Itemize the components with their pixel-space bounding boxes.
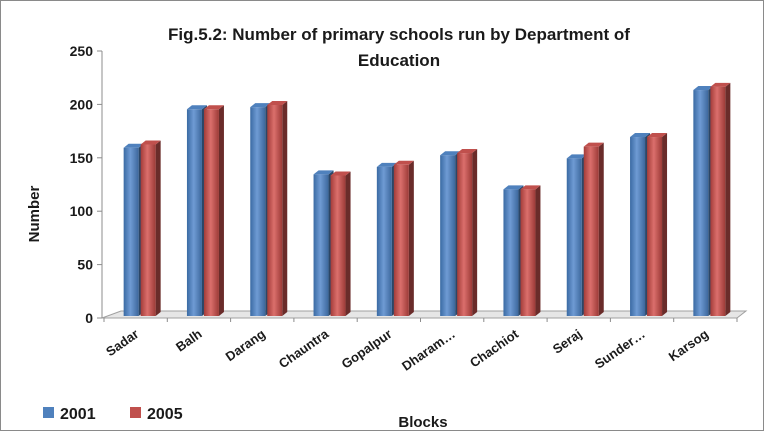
x-category-label: Karsog <box>666 326 711 364</box>
x-category-label: Sunder… <box>592 326 648 371</box>
legend: 2001 2005 <box>43 406 183 423</box>
bar-front <box>140 144 156 316</box>
bar-side <box>218 105 224 316</box>
bar-side <box>598 142 604 316</box>
x-category-label: Balh <box>173 326 205 354</box>
bar-front <box>583 146 599 316</box>
bar-top <box>520 185 541 190</box>
bar-front <box>503 189 519 316</box>
y-tick-label: 150 <box>70 150 94 166</box>
bar-front <box>330 175 346 316</box>
bar-top <box>267 100 288 105</box>
bar-front <box>267 104 283 316</box>
bar-2005-2 <box>267 100 288 316</box>
bar-front <box>250 107 266 317</box>
x-category-label: Chachiot <box>467 326 522 371</box>
y-tick-labels: 0 50 100 150 200 250 <box>70 43 102 326</box>
bar-side <box>345 171 351 316</box>
category-labels: Sadar Balh Darang Chauntra Gopalpur Dharam… Ch… <box>103 326 711 374</box>
bar-front <box>186 109 202 316</box>
x-category-label: Darang <box>223 326 268 364</box>
bar-2005-9 <box>710 82 731 316</box>
chart-title-line-1: Fig.5.2: Number of primary schools run b… <box>168 25 630 44</box>
x-category-label: Seraj <box>550 326 585 357</box>
bar-side <box>662 133 668 316</box>
bar-top <box>647 133 668 138</box>
x-category-label: Chauntra <box>276 326 332 371</box>
bar-front <box>313 174 329 316</box>
legend-label-2001: 2001 <box>60 406 96 423</box>
bar-front <box>457 153 473 316</box>
bar-top <box>186 105 207 110</box>
bar-top <box>203 105 224 110</box>
y-axis-title: Number <box>26 186 43 243</box>
bar-side <box>472 149 478 316</box>
bar-front <box>710 86 726 316</box>
bar-side <box>282 100 288 316</box>
bar-top <box>440 151 461 156</box>
bar-2005-1 <box>203 105 224 316</box>
bar-front <box>376 166 392 316</box>
bar-front <box>440 155 456 316</box>
bar-top <box>393 160 414 165</box>
bar-top <box>710 82 731 87</box>
bar-top <box>693 86 714 91</box>
bar-top <box>566 154 587 159</box>
x-category-label: Dharam… <box>399 326 458 374</box>
bar-top <box>313 170 334 175</box>
bar-top <box>376 162 397 167</box>
bar-front <box>630 137 646 316</box>
bar-top <box>630 133 651 138</box>
bar-top <box>123 143 144 148</box>
bar-top <box>140 140 161 145</box>
bar-2005-6 <box>520 185 541 316</box>
bar-2005-4 <box>393 160 414 316</box>
bar-2005-0 <box>140 140 161 316</box>
x-category-label: Gopalpur <box>339 326 395 371</box>
legend-swatch-2005 <box>130 407 141 418</box>
bar-top <box>457 149 478 154</box>
bar-top <box>250 103 271 108</box>
y-tick-label: 100 <box>70 203 94 219</box>
bar-side <box>155 140 161 316</box>
bar-top <box>330 171 351 176</box>
bar-side <box>725 82 731 316</box>
bar-front <box>393 164 409 316</box>
bars <box>123 82 731 317</box>
y-tick-label: 200 <box>70 96 94 112</box>
bar-front <box>693 90 709 316</box>
bar-front <box>123 147 139 316</box>
legend-swatch-2001 <box>43 407 54 418</box>
bar-front <box>647 137 663 316</box>
bar-front <box>566 158 582 316</box>
x-axis-title: Blocks <box>398 414 447 431</box>
bar-side <box>408 160 414 316</box>
legend-label-2005: 2005 <box>147 406 183 423</box>
y-tick-label: 50 <box>77 257 93 273</box>
bar-front <box>203 109 219 316</box>
bar-2005-3 <box>330 171 351 316</box>
bar-top <box>503 185 524 190</box>
bar-front <box>520 189 536 316</box>
bar-top <box>583 142 604 147</box>
bar-side <box>535 185 541 316</box>
y-tick-label: 250 <box>70 43 94 59</box>
bar-2005-8 <box>647 133 668 316</box>
x-category-label: Sadar <box>103 326 141 359</box>
y-tick-label: 0 <box>85 310 93 326</box>
bar-2005-7 <box>583 142 604 316</box>
bar-2005-5 <box>457 149 478 316</box>
chart-title-line-2: Education <box>358 51 440 70</box>
axes <box>101 51 738 322</box>
